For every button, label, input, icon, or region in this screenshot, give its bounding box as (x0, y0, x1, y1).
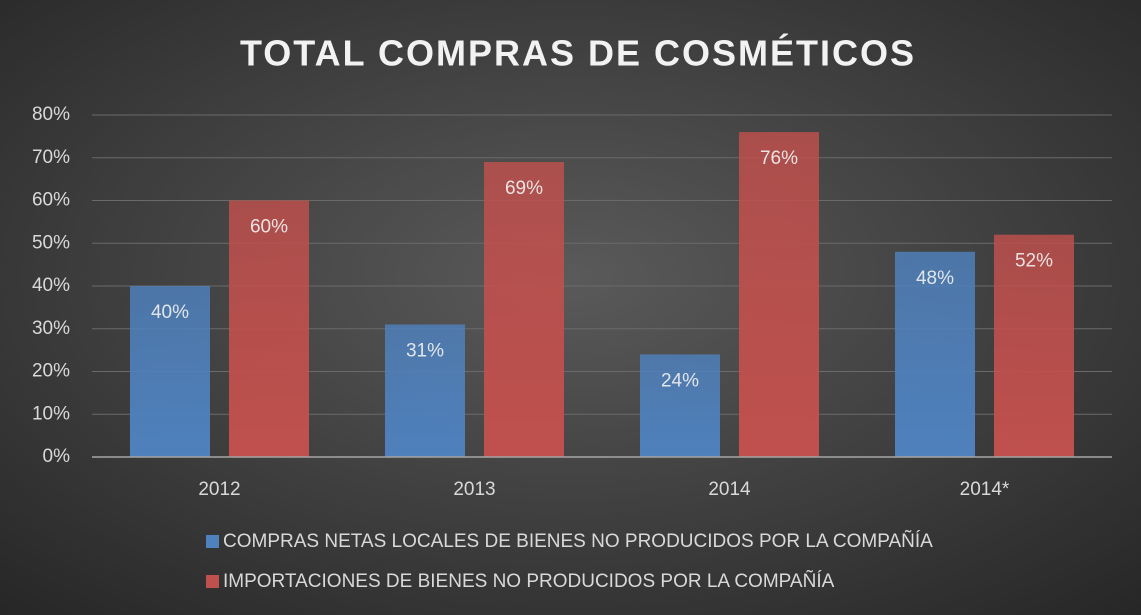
bar (739, 132, 819, 457)
x-tick-label: 2013 (453, 479, 495, 500)
data-label: 52% (1015, 251, 1053, 272)
bar (994, 234, 1074, 457)
data-label: 69% (505, 178, 543, 199)
legend-swatch (206, 535, 219, 548)
y-tick-label: 70% (32, 147, 70, 168)
y-tick-label: 80% (32, 104, 70, 125)
bar (385, 324, 465, 457)
chart-title: TOTAL COMPRAS DE COSMÉTICOS (240, 33, 916, 74)
y-tick-label: 20% (32, 361, 70, 382)
bar (229, 200, 309, 457)
y-tick-label: 10% (32, 403, 70, 424)
y-tick-label: 40% (32, 275, 70, 296)
x-tick-label: 2014* (960, 479, 1010, 500)
y-tick-label: 30% (32, 318, 70, 339)
x-tick-label: 2012 (198, 479, 240, 500)
bar (484, 162, 564, 457)
legend-swatch (206, 575, 219, 588)
y-tick-label: 60% (32, 190, 70, 211)
data-label: 31% (406, 340, 444, 361)
bar (640, 354, 720, 457)
legend-label: IMPORTACIONES DE BIENES NO PRODUCIDOS PO… (223, 570, 835, 592)
data-label: 24% (661, 370, 699, 391)
bar (895, 251, 975, 457)
bar (130, 286, 210, 457)
data-label: 40% (151, 302, 189, 323)
data-label: 60% (250, 217, 288, 238)
y-tick-label: 0% (43, 446, 71, 467)
data-label: 76% (760, 148, 798, 169)
legend-label: COMPRAS NETAS LOCALES DE BIENES NO PRODU… (223, 530, 933, 552)
data-label: 48% (916, 268, 954, 289)
x-tick-label: 2014 (708, 479, 751, 500)
y-tick-label: 50% (32, 232, 70, 253)
